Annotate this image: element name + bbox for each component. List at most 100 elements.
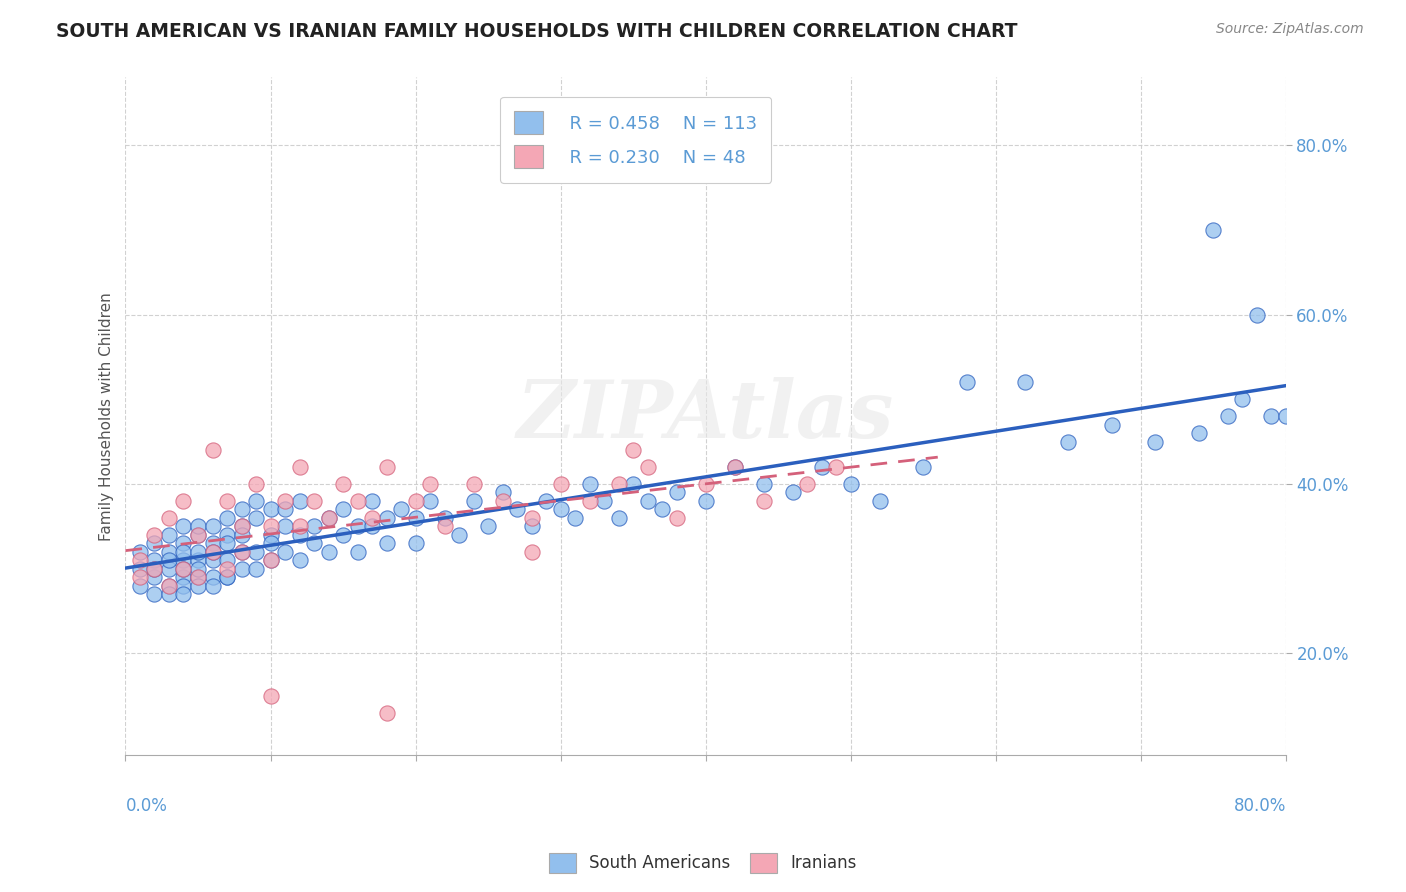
Point (607, 510, 630, 524)
Point (433, 510, 456, 524)
Point (259, 553, 281, 567)
Point (201, 578, 224, 592)
Point (405, 493, 427, 508)
Point (201, 443, 224, 458)
Point (318, 544, 340, 558)
Point (187, 553, 209, 567)
Point (187, 527, 209, 541)
Point (274, 502, 297, 516)
Point (637, 460, 659, 475)
Point (143, 561, 166, 575)
Point (143, 527, 166, 541)
Point (332, 502, 354, 516)
Point (259, 536, 281, 550)
Point (215, 510, 238, 524)
Point (173, 519, 195, 533)
Point (695, 477, 717, 491)
Text: SOUTH AMERICAN VS IRANIAN FAMILY HOUSEHOLDS WITH CHILDREN CORRELATION CHART: SOUTH AMERICAN VS IRANIAN FAMILY HOUSEHO… (56, 22, 1018, 41)
Point (1014, 376, 1036, 390)
Point (173, 536, 195, 550)
Point (520, 510, 543, 524)
Point (346, 493, 368, 508)
Point (129, 570, 152, 584)
Point (173, 493, 195, 508)
Point (724, 460, 747, 475)
Point (346, 544, 368, 558)
Point (621, 443, 644, 458)
Point (520, 544, 543, 558)
Point (231, 519, 253, 533)
Point (215, 570, 238, 584)
Point (361, 519, 384, 533)
Point (288, 553, 311, 567)
Point (956, 376, 979, 390)
Point (463, 477, 485, 491)
Point (245, 477, 267, 491)
Point (157, 578, 180, 592)
Point (231, 519, 253, 533)
Point (215, 527, 238, 541)
Point (491, 493, 513, 508)
Point (361, 493, 384, 508)
Point (361, 510, 384, 524)
Point (477, 519, 499, 533)
Point (1057, 434, 1080, 449)
Point (215, 493, 238, 508)
Point (245, 493, 267, 508)
Point (520, 519, 543, 533)
Point (215, 561, 238, 575)
Point (129, 561, 152, 575)
Point (129, 553, 152, 567)
Point (259, 553, 281, 567)
Point (419, 493, 441, 508)
Point (752, 493, 775, 508)
Point (318, 510, 340, 524)
Point (173, 561, 195, 575)
Point (231, 527, 253, 541)
Point (1144, 434, 1167, 449)
Point (578, 493, 600, 508)
Point (201, 553, 224, 567)
Point (173, 544, 195, 558)
Point (231, 544, 253, 558)
Point (621, 477, 644, 491)
Point (288, 527, 311, 541)
Point (1232, 392, 1254, 407)
Point (157, 527, 180, 541)
Point (231, 544, 253, 558)
Point (389, 502, 412, 516)
Point (231, 502, 253, 516)
Legend: South Americans, Iranians: South Americans, Iranians (543, 847, 863, 880)
Point (187, 561, 209, 575)
Point (564, 510, 586, 524)
Point (375, 706, 398, 720)
Point (433, 519, 456, 533)
Point (173, 587, 195, 601)
Point (259, 527, 281, 541)
Point (637, 493, 659, 508)
Point (201, 570, 224, 584)
Point (187, 570, 209, 584)
Point (463, 493, 485, 508)
Point (550, 477, 572, 491)
Point (201, 519, 224, 533)
Point (810, 460, 832, 475)
Point (534, 493, 557, 508)
Point (491, 485, 513, 500)
Point (129, 544, 152, 558)
Point (288, 519, 311, 533)
Point (245, 561, 267, 575)
Point (187, 544, 209, 558)
Point (173, 578, 195, 592)
Legend:   R = 0.458    N = 113,   R = 0.230    N = 48: R = 0.458 N = 113, R = 0.230 N = 48 (501, 96, 772, 183)
Point (187, 519, 209, 533)
Point (796, 477, 818, 491)
Point (157, 587, 180, 601)
Point (607, 477, 630, 491)
Text: 0.0%: 0.0% (125, 797, 167, 814)
Point (129, 578, 152, 592)
Point (332, 527, 354, 541)
Point (231, 561, 253, 575)
Point (1101, 417, 1123, 432)
Point (143, 561, 166, 575)
